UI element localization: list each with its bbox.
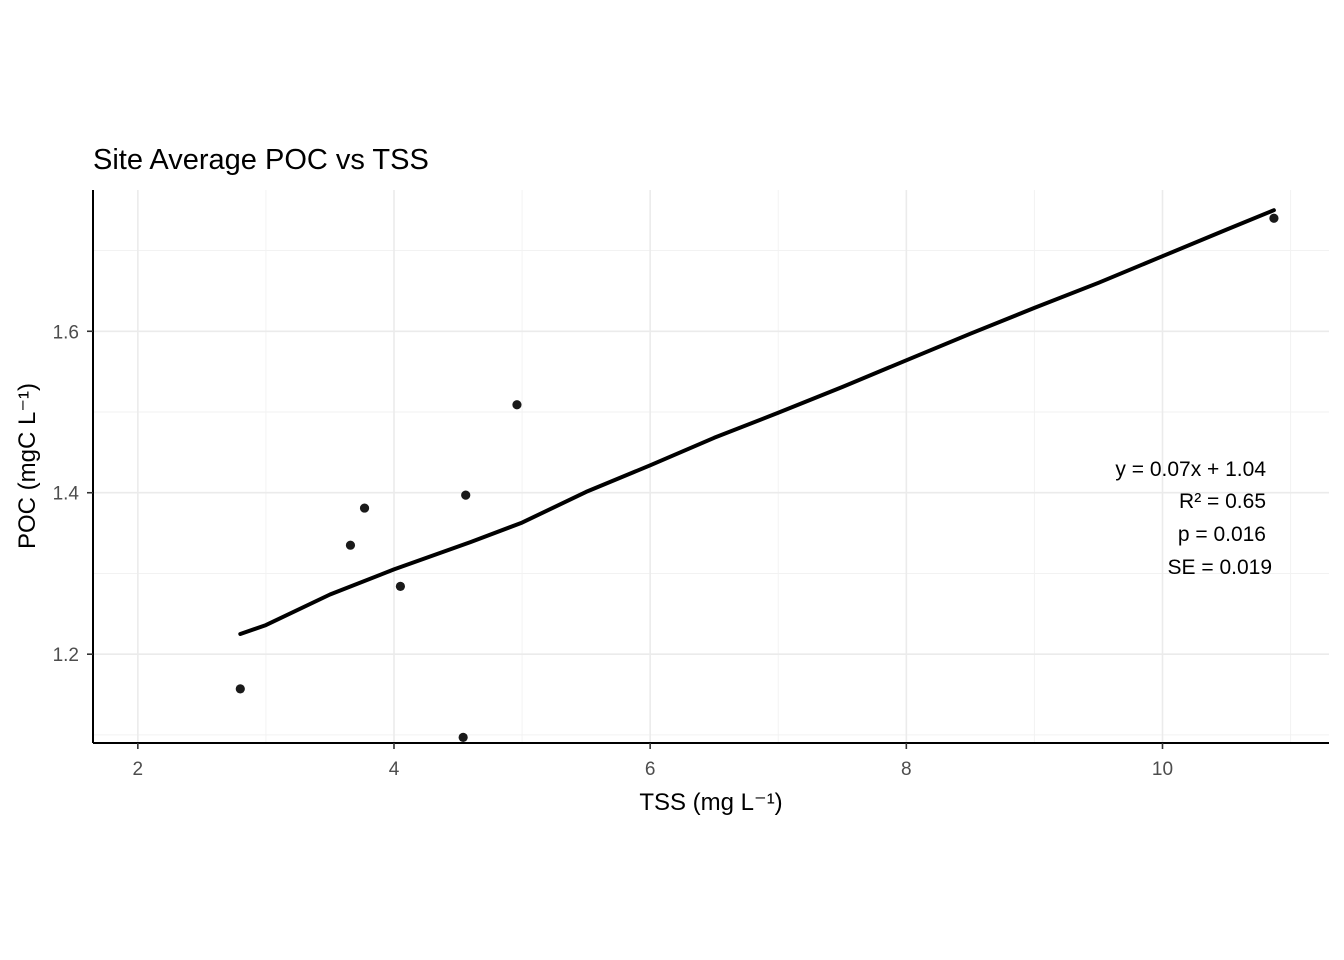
x-tick-label: 8 (901, 759, 912, 780)
data-point (461, 490, 471, 500)
y-tick-label: 1.2 (53, 645, 79, 666)
x-tick-label: 10 (1152, 759, 1173, 780)
data-point (345, 540, 356, 550)
data-point (512, 400, 522, 410)
data-point (359, 503, 370, 513)
regression-line-layer (238, 208, 1276, 636)
x-tick-label: 6 (645, 759, 656, 780)
data-point (395, 581, 405, 591)
y-axis-title: POC (mgC L⁻¹) (14, 383, 41, 549)
y-axis-ticks: 1.2 1.4 1.6 (53, 322, 93, 666)
x-tick-label: 2 (133, 759, 144, 780)
regression-line (238, 208, 1276, 636)
y-tick-label: 1.4 (53, 484, 80, 505)
regression-stats: y = 0.07x + 1.04 R² = 0.65 p = 0.016 SE … (1115, 458, 1272, 579)
axes (92, 190, 1329, 744)
x-axis-ticks: 2 4 6 8 10 (133, 743, 1173, 780)
standard-error-label: SE = 0.019 (1168, 556, 1273, 579)
chart-title: Site Average POC vs TSS (93, 144, 429, 176)
x-axis-title: TSS (mg L⁻¹) (639, 789, 782, 816)
data-point (1269, 213, 1279, 223)
grid (93, 190, 1329, 743)
data-points (235, 213, 1279, 742)
data-point (458, 732, 468, 742)
y-tick-label: 1.6 (53, 322, 79, 343)
x-tick-label: 4 (389, 759, 400, 780)
p-value-label: p = 0.016 (1178, 523, 1266, 546)
regression-equation: y = 0.07x + 1.04 (1115, 458, 1266, 481)
r-squared-label: R² = 0.65 (1179, 490, 1266, 513)
data-point (235, 684, 245, 694)
